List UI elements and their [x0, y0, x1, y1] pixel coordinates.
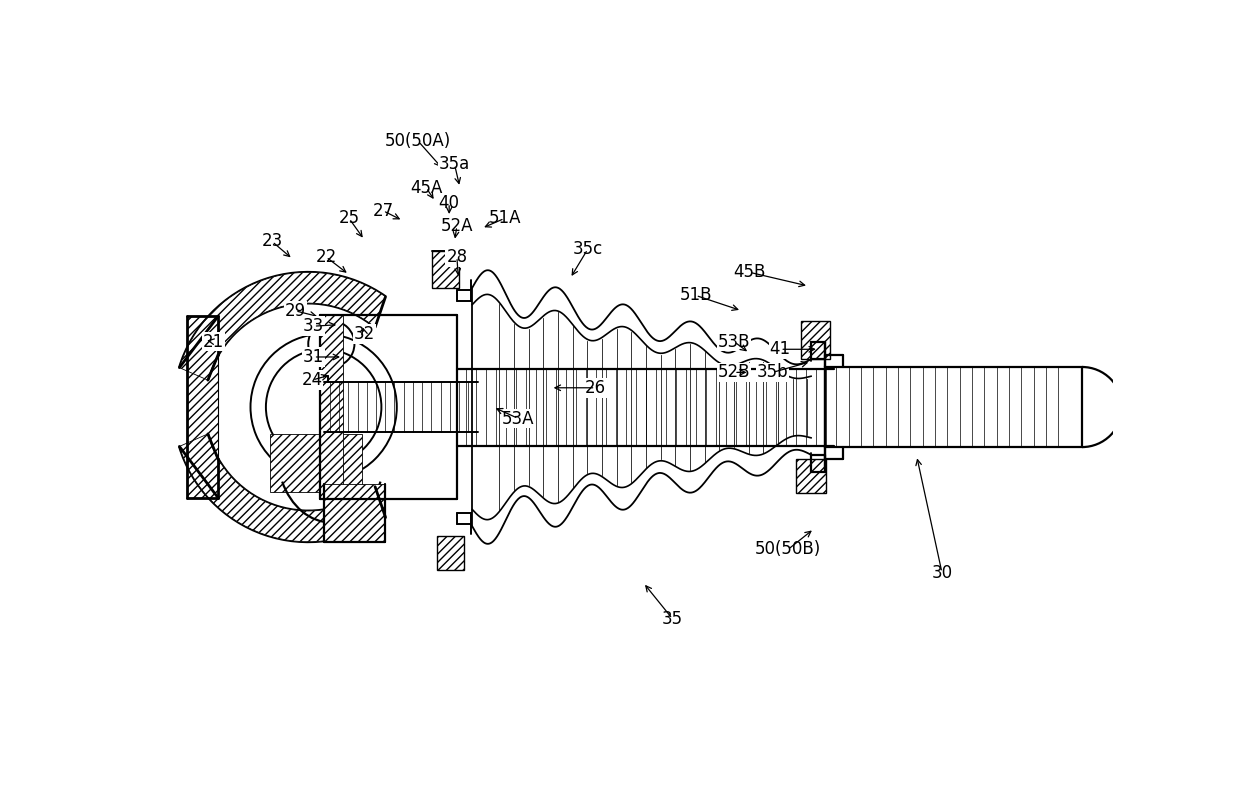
- Text: 29: 29: [285, 301, 306, 320]
- Polygon shape: [270, 434, 362, 492]
- Text: 51A: 51A: [489, 210, 521, 227]
- Text: 35b: 35b: [756, 364, 789, 381]
- Text: 50(50A): 50(50A): [386, 132, 451, 151]
- Text: 52A: 52A: [440, 217, 474, 235]
- Polygon shape: [796, 459, 826, 493]
- Polygon shape: [801, 321, 831, 359]
- Text: 28: 28: [446, 248, 467, 266]
- Text: 21: 21: [203, 333, 224, 351]
- Text: 35a: 35a: [439, 156, 470, 173]
- Text: 53A: 53A: [502, 409, 534, 427]
- Text: 50(50B): 50(50B): [755, 541, 821, 559]
- Text: 45B: 45B: [733, 264, 765, 281]
- Text: 27: 27: [372, 202, 393, 220]
- Polygon shape: [320, 314, 343, 500]
- Text: 53B: 53B: [718, 333, 750, 351]
- Text: 23: 23: [262, 232, 283, 251]
- Polygon shape: [436, 536, 464, 571]
- Polygon shape: [324, 484, 386, 542]
- Text: 32: 32: [353, 325, 374, 343]
- Polygon shape: [187, 316, 218, 498]
- Text: 31: 31: [303, 348, 325, 366]
- Text: 51B: 51B: [680, 286, 712, 305]
- Text: 40: 40: [439, 194, 460, 212]
- Polygon shape: [180, 272, 386, 380]
- Polygon shape: [825, 367, 1083, 447]
- Text: 26: 26: [585, 379, 606, 397]
- Text: 25: 25: [339, 210, 360, 227]
- Text: 33: 33: [303, 318, 325, 335]
- Polygon shape: [433, 251, 459, 288]
- Text: 45A: 45A: [410, 179, 443, 197]
- Polygon shape: [180, 434, 386, 542]
- Text: 30: 30: [931, 563, 952, 582]
- Text: 35: 35: [662, 610, 683, 628]
- Text: 22: 22: [315, 248, 336, 266]
- Text: 24: 24: [301, 371, 322, 389]
- Text: 41: 41: [770, 340, 791, 359]
- Text: 35c: 35c: [573, 240, 603, 258]
- Text: 52B: 52B: [718, 364, 750, 381]
